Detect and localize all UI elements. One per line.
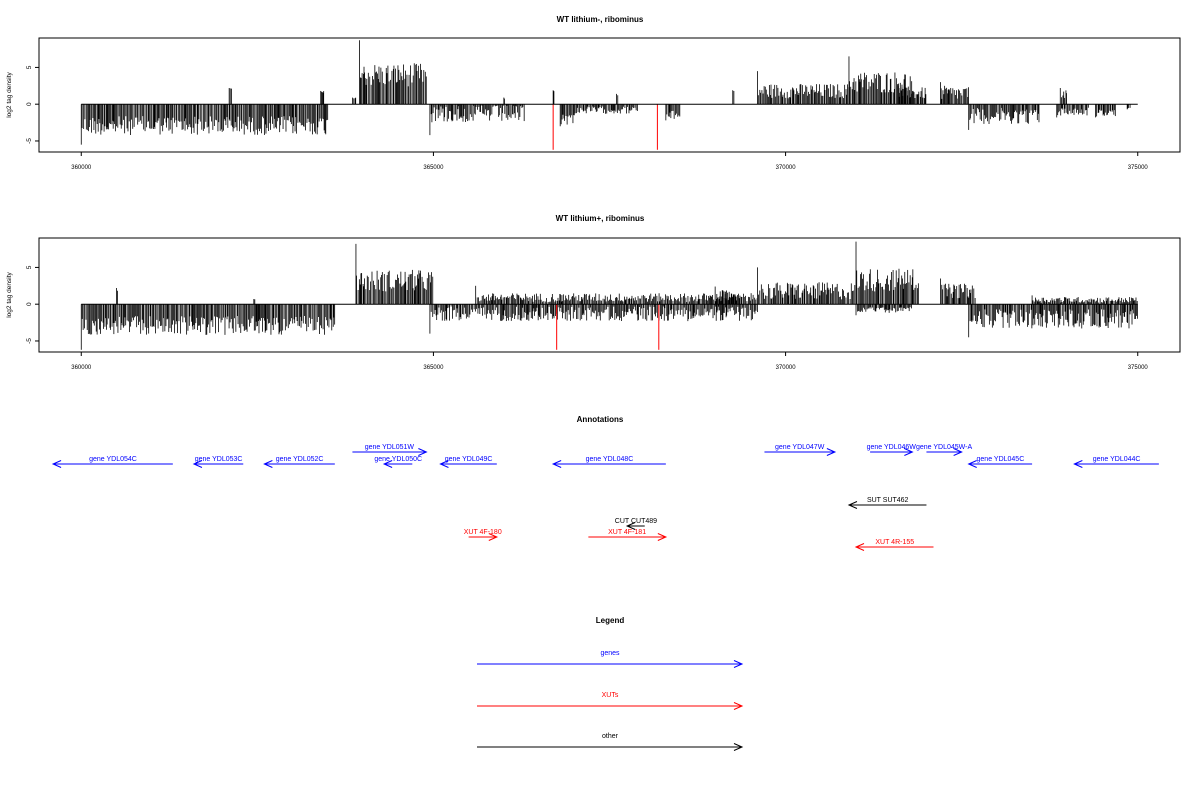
plot-frame (38, 237, 1181, 353)
x-tick-label: 375000 (1128, 165, 1149, 171)
feature-label: gene YDL054C (89, 456, 137, 463)
legend-title: Legend (596, 616, 625, 625)
feature-label: gene YDL053C (195, 456, 243, 463)
feature-gene-ydl050c: gene YDL050C (374, 456, 422, 468)
x-tick-label: 365000 (423, 165, 444, 171)
x-tick-label: 360000 (71, 165, 92, 171)
feature-arrow-head (488, 533, 499, 541)
feature-label: gene YDL052C (276, 456, 324, 463)
feature-label: gene YDL050C (374, 456, 422, 463)
feature-xut-4f-181: XUT 4F-181 (588, 529, 668, 541)
feature-arrow-head (51, 460, 62, 468)
legend-label: genes (600, 650, 620, 657)
x-tick-label: 370000 (776, 165, 797, 171)
x-tick-label: 370000 (776, 365, 797, 371)
feature-arrow-head (826, 448, 837, 456)
feature-arrow-head (263, 460, 273, 468)
feature-gene-ydl053c: gene YDL053C (192, 456, 244, 468)
y-tick-label: 5 (26, 65, 33, 69)
legend-item-genes: genes (477, 650, 744, 668)
feature-xut-4f-180: XUT 4F-180 (464, 529, 502, 541)
track-panel-2 (35, 237, 1181, 356)
feature-label: gene YDL049C (445, 456, 493, 463)
y-tick-label: 0 (26, 302, 33, 306)
track-panel-1 (35, 37, 1181, 156)
legend-arrow-head (733, 743, 744, 751)
feature-arrow-head (904, 448, 914, 456)
feature-label: gene YDL045W-A (916, 444, 972, 451)
feature-label: SUT SUT462 (867, 497, 909, 504)
feature-arrow-head (551, 460, 562, 468)
y-axis-label: log2 tag density (6, 271, 13, 317)
chart-title: WT lithium+, ribominus (556, 214, 645, 223)
feature-gene-ydl051w: gene YDL051W (352, 444, 428, 456)
legend-arrow-head (733, 702, 744, 710)
y-tick-label: -5 (26, 138, 33, 144)
feature-gene-ydl047w: gene YDL047W (764, 444, 837, 456)
feature-arrow-head (847, 501, 858, 509)
feature-arrow-head (657, 533, 668, 541)
legend-item-other: other (477, 733, 744, 751)
feature-label: gene YDL048C (586, 456, 634, 463)
feature-cut-cut489: CUT CUT489 (615, 518, 657, 530)
x-tick-label: 365000 (423, 365, 444, 371)
feature-gene-ydl045c: gene YDL045C (967, 456, 1033, 468)
data-bars (80, 40, 1131, 145)
plot-frame (38, 37, 1181, 153)
y-tick-label: 5 (26, 265, 33, 269)
feature-label: XUT 4F-181 (608, 529, 646, 536)
feature-label: gene YDL051W (365, 444, 415, 451)
y-tick-label: -5 (26, 338, 33, 344)
feature-gene-ydl045w-a: gene YDL045W-A (916, 444, 972, 456)
feature-arrow-head (382, 460, 393, 468)
legend-label: other (602, 733, 619, 740)
feature-label: gene YDL045C (977, 456, 1025, 463)
feature-arrow-head (1073, 460, 1083, 468)
legend-item-xuts: XUTs (477, 692, 744, 710)
annotations-title: Annotations (577, 415, 624, 424)
feature-label: XUT 4F-180 (464, 529, 502, 536)
chart-title: WT lithium-, ribominus (557, 15, 644, 24)
feature-gene-ydl044c: gene YDL044C (1073, 456, 1159, 468)
feature-gene-ydl052c: gene YDL052C (263, 456, 335, 468)
feature-gene-ydl054c: gene YDL054C (51, 456, 173, 468)
legend-label: XUTs (602, 692, 619, 699)
x-tick-label: 360000 (71, 365, 92, 371)
y-axis-label: log2 tag density (6, 71, 13, 117)
feature-label: gene YDL047W (775, 444, 825, 451)
feature-arrow-head (953, 448, 963, 456)
feature-arrow-head (439, 460, 449, 468)
feature-arrow-head (854, 543, 865, 551)
legend-arrow-head (733, 660, 744, 668)
x-tick-label: 375000 (1128, 365, 1149, 371)
feature-arrow-head (418, 448, 428, 456)
feature-arrow-head (192, 460, 203, 468)
feature-label: CUT CUT489 (615, 518, 657, 525)
feature-gene-ydl048c: gene YDL048C (551, 456, 666, 468)
y-tick-label: 0 (26, 102, 33, 106)
feature-label: XUT 4R-155 (875, 539, 914, 546)
feature-gene-ydl049c: gene YDL049C (439, 456, 497, 468)
feature-label: gene YDL044C (1093, 456, 1141, 463)
feature-sut-sut462: SUT SUT462 (847, 497, 927, 509)
feature-gene-ydl046w: gene YDL046W (867, 444, 917, 456)
feature-arrow-head (625, 522, 636, 530)
feature-arrow-head (967, 460, 977, 468)
feature-xut-4r-155: XUT 4R-155 (854, 539, 934, 551)
feature-label: gene YDL046W (867, 444, 917, 451)
data-bars (80, 241, 1138, 350)
